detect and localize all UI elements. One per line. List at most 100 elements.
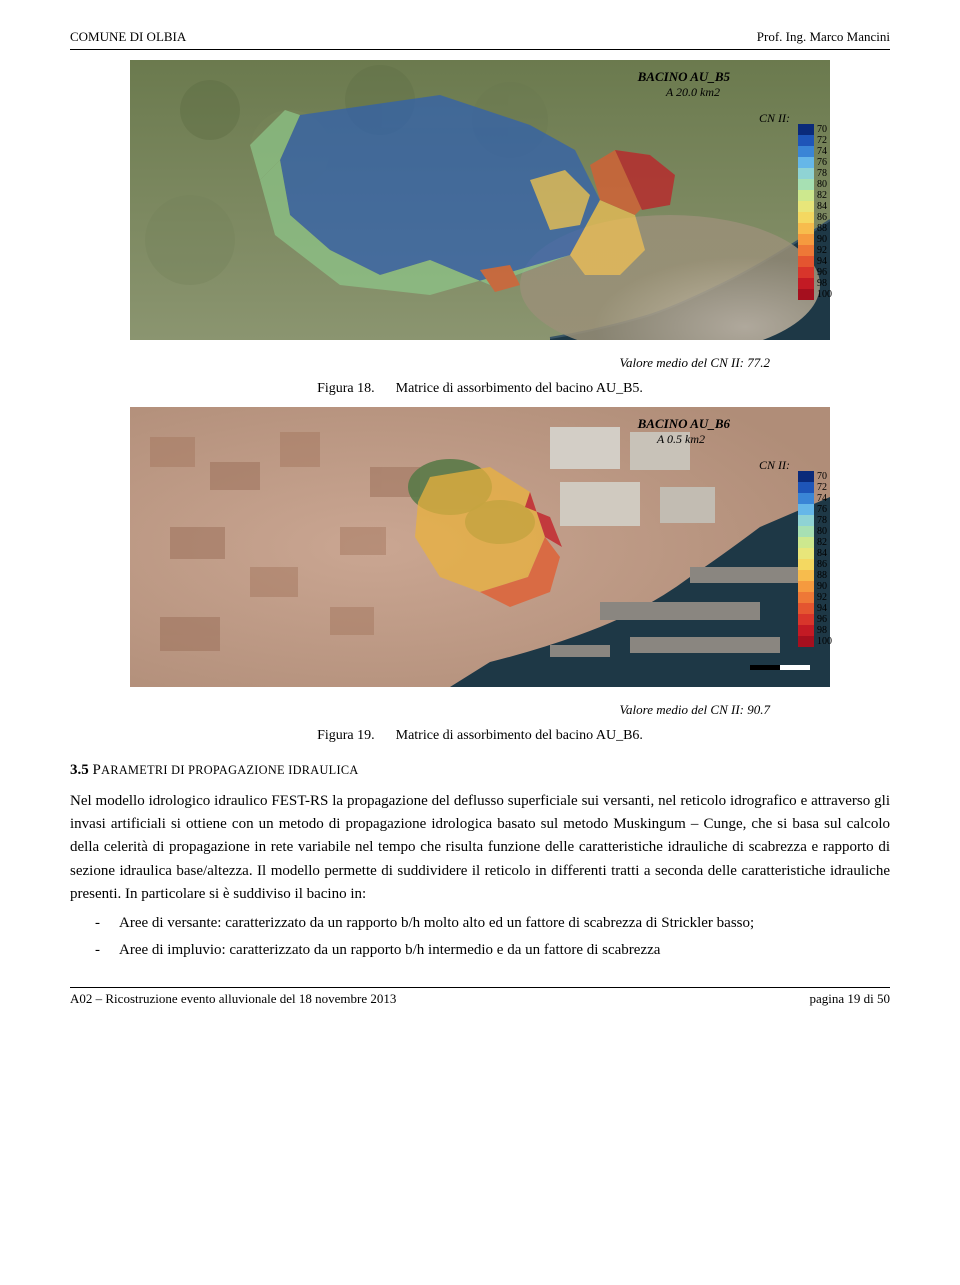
legend-value: 100 bbox=[817, 636, 832, 647]
legend-swatch bbox=[798, 526, 814, 537]
legend-row: 90 bbox=[798, 581, 832, 592]
legend-swatch bbox=[798, 482, 814, 493]
figure19-text: Matrice di assorbimento del bacino AU_B6… bbox=[396, 728, 643, 743]
legend-value: 72 bbox=[817, 482, 827, 493]
legend-value: 76 bbox=[817, 504, 827, 515]
legend-row: 76 bbox=[798, 504, 832, 515]
figure18-caption: Figura 18. Matrice di assorbimento del b… bbox=[70, 379, 890, 399]
legend-row: 100 bbox=[798, 636, 832, 647]
legend-swatch bbox=[798, 515, 814, 526]
legend-row: 96 bbox=[798, 614, 832, 625]
legend-value: 90 bbox=[817, 234, 827, 245]
legend-swatch bbox=[798, 179, 814, 190]
legend-swatch bbox=[798, 537, 814, 548]
legend-row: 82 bbox=[798, 190, 832, 201]
legend-value: 78 bbox=[817, 515, 827, 526]
section-number: 3.5 bbox=[70, 762, 89, 778]
legend-value: 96 bbox=[817, 614, 827, 625]
footer-right: pagina 19 di 50 bbox=[809, 990, 890, 1009]
legend-swatch bbox=[798, 135, 814, 146]
legend-swatch bbox=[798, 559, 814, 570]
legend-swatch bbox=[798, 592, 814, 603]
bullet-list: Aree di versante: caratterizzato da un r… bbox=[95, 912, 890, 963]
legend-row: 72 bbox=[798, 135, 832, 146]
header-left: COMUNE DI OLBIA bbox=[70, 28, 186, 47]
legend-value: 96 bbox=[817, 267, 827, 278]
map2-title-line1: BACINO AU_B6 bbox=[638, 416, 730, 431]
bullet-2: Aree di impluvio: caratterizzato da un r… bbox=[95, 939, 890, 962]
legend-value: 80 bbox=[817, 526, 827, 537]
legend-swatch bbox=[798, 278, 814, 289]
legend-row: 84 bbox=[798, 201, 832, 212]
legend-row: 80 bbox=[798, 526, 832, 537]
legend-swatch bbox=[798, 493, 814, 504]
legend-swatch bbox=[798, 190, 814, 201]
section-body: Nel modello idrologico idraulico FEST-RS… bbox=[70, 790, 890, 906]
legend-row: 92 bbox=[798, 592, 832, 603]
map1-valore: Valore medio del CN II: 77.2 bbox=[70, 354, 890, 373]
legend-row: 74 bbox=[798, 493, 832, 504]
legend-swatch bbox=[798, 504, 814, 515]
legend-value: 86 bbox=[817, 559, 827, 570]
legend-row: 86 bbox=[798, 559, 832, 570]
legend-swatch bbox=[798, 548, 814, 559]
figure18-label: Figura 18. bbox=[317, 381, 375, 396]
header-right: Prof. Ing. Marco Mancini bbox=[757, 28, 890, 47]
legend-row: 88 bbox=[798, 570, 832, 581]
legend-row: 80 bbox=[798, 179, 832, 190]
figure19-caption: Figura 19. Matrice di assorbimento del b… bbox=[70, 726, 890, 746]
legend-value: 98 bbox=[817, 278, 827, 289]
legend-value: 92 bbox=[817, 592, 827, 603]
legend-value: 80 bbox=[817, 179, 827, 190]
legend-swatch bbox=[798, 157, 814, 168]
legend-value: 74 bbox=[817, 493, 827, 504]
section-heading: 3.5 PARAMETRI DI PROPAGAZIONE IDRAULICA bbox=[70, 760, 890, 782]
legend-swatch bbox=[798, 212, 814, 223]
legend-value: 94 bbox=[817, 603, 827, 614]
legend-swatch bbox=[798, 234, 814, 245]
page-container: COMUNE DI OLBIA Prof. Ing. Marco Mancini bbox=[0, 0, 960, 1036]
legend-row: 84 bbox=[798, 548, 832, 559]
legend-value: 86 bbox=[817, 212, 827, 223]
legend-value: 84 bbox=[817, 548, 827, 559]
map2-legend: 707274767880828486889092949698100 bbox=[798, 471, 832, 647]
footer-rule bbox=[70, 987, 890, 988]
page-footer: A02 – Ricostruzione evento alluvionale d… bbox=[70, 990, 890, 1009]
section-title: PARAMETRI DI PROPAGAZIONE IDRAULICA bbox=[93, 762, 359, 778]
legend-value: 90 bbox=[817, 581, 827, 592]
legend-swatch bbox=[798, 289, 814, 300]
legend-value: 82 bbox=[817, 537, 827, 548]
map2-valore: Valore medio del CN II: 90.7 bbox=[70, 701, 890, 720]
legend-value: 74 bbox=[817, 146, 827, 157]
map1-legend: 707274767880828486889092949698100 bbox=[798, 124, 832, 300]
legend-swatch bbox=[798, 570, 814, 581]
map1-cn-label: CN II: bbox=[759, 110, 790, 127]
legend-value: 82 bbox=[817, 190, 827, 201]
legend-row: 98 bbox=[798, 625, 832, 636]
legend-swatch bbox=[798, 614, 814, 625]
legend-row: 72 bbox=[798, 482, 832, 493]
legend-row: 94 bbox=[798, 256, 832, 267]
map1-svg bbox=[130, 60, 830, 340]
legend-row: 96 bbox=[798, 267, 832, 278]
header-rule bbox=[70, 49, 890, 50]
legend-row: 92 bbox=[798, 245, 832, 256]
map1-title-line1: BACINO AU_B5 bbox=[638, 69, 730, 84]
legend-value: 88 bbox=[817, 223, 827, 234]
map2-svg bbox=[130, 407, 830, 687]
bullet-1: Aree di versante: caratterizzato da un r… bbox=[95, 912, 890, 935]
legend-swatch bbox=[798, 201, 814, 212]
page-header: COMUNE DI OLBIA Prof. Ing. Marco Mancini bbox=[70, 28, 890, 47]
legend-value: 70 bbox=[817, 471, 827, 482]
legend-value: 76 bbox=[817, 157, 827, 168]
legend-row: 76 bbox=[798, 157, 832, 168]
legend-swatch bbox=[798, 146, 814, 157]
map2-cn-label: CN II: bbox=[759, 457, 790, 474]
figure18-text: Matrice di assorbimento del bacino AU_B5… bbox=[396, 381, 643, 396]
legend-swatch bbox=[798, 471, 814, 482]
legend-row: 100 bbox=[798, 289, 832, 300]
legend-row: 70 bbox=[798, 124, 832, 135]
legend-swatch bbox=[798, 245, 814, 256]
legend-value: 94 bbox=[817, 256, 827, 267]
legend-swatch bbox=[798, 223, 814, 234]
